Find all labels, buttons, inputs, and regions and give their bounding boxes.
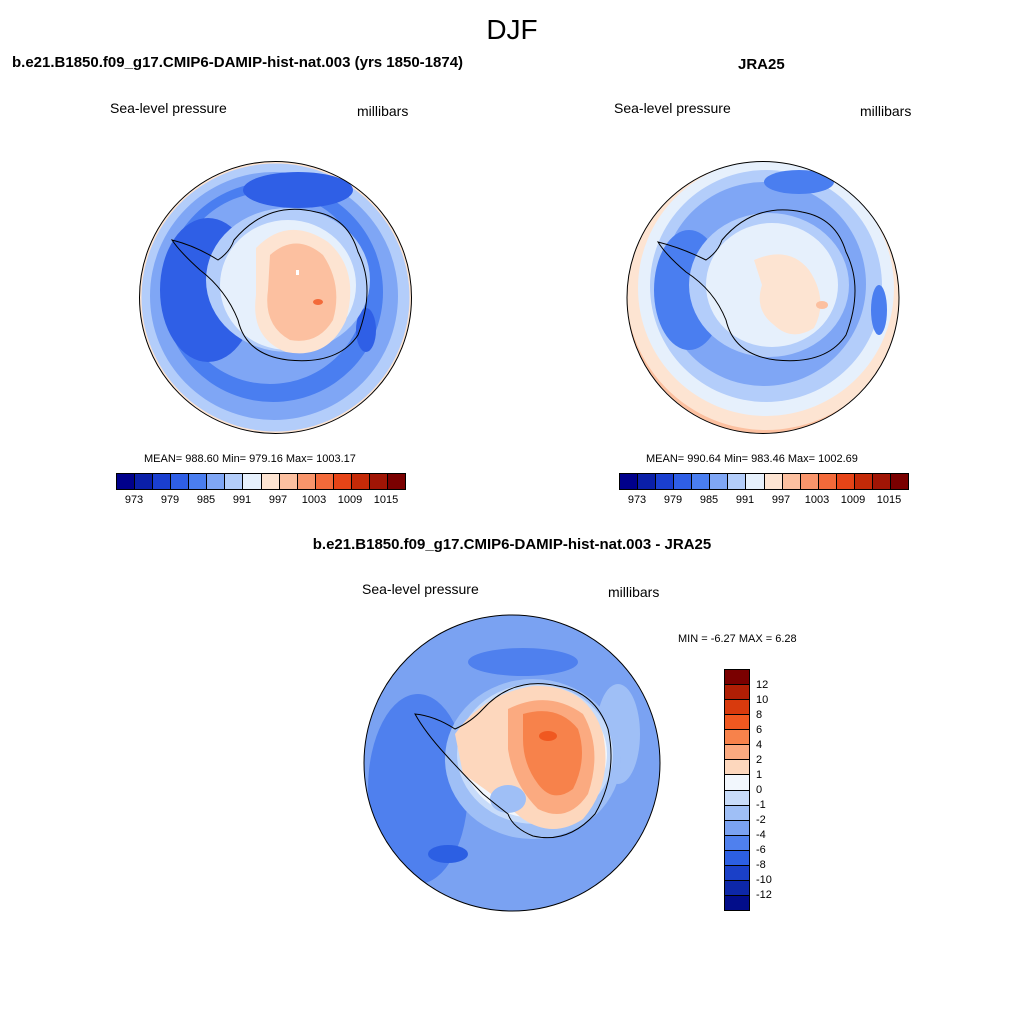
diff-colorbar-swatch: [725, 895, 749, 910]
model-colorbar-swatch: [207, 474, 226, 489]
model-colorbar-swatch: [261, 474, 280, 489]
obs-tick: 985: [699, 494, 719, 506]
diff-colorbar-swatch: [725, 775, 749, 791]
model-colorbar-swatch: [225, 474, 244, 489]
diff-tick: 1: [756, 769, 763, 781]
diff-colorbar-swatch: [725, 670, 749, 686]
diff-tick: -12: [756, 889, 772, 901]
obs-colorbar-swatch: [674, 474, 693, 489]
model-polar-map: [139, 161, 412, 434]
model-tick: 973: [124, 494, 144, 506]
model-colorbar-swatch: [351, 474, 370, 489]
model-colorbar-swatch: [333, 474, 352, 489]
obs-tick: 997: [771, 494, 791, 506]
obs-tick: 1009: [840, 494, 866, 506]
obs-panel-title: JRA25: [738, 56, 785, 73]
obs-colorbar-swatch: [620, 474, 639, 489]
diff-tick: 10: [756, 694, 769, 706]
obs-field-label: Sea-level pressure: [614, 100, 731, 116]
diff-tick: 12: [756, 679, 769, 691]
model-tick: 985: [196, 494, 216, 506]
diff-colorbar-swatch: [725, 700, 749, 716]
diff-tick: 0: [756, 784, 763, 796]
diff-tick: -6: [756, 844, 766, 856]
obs-colorbar-swatch: [782, 474, 801, 489]
model-stats: MEAN= 988.60 Min= 979.16 Max= 1003.17: [144, 453, 356, 465]
model-colorbar-swatch: [243, 474, 262, 489]
diff-colorbar-swatch: [725, 745, 749, 761]
diff-polar-map: [363, 614, 661, 912]
model-tick: 1009: [337, 494, 363, 506]
model-panel-title: b.e21.B1850.f09_g17.CMIP6-DAMIP-hist-nat…: [12, 54, 464, 71]
model-tick: 979: [160, 494, 180, 506]
diff-colorbar-swatch: [725, 880, 749, 896]
obs-colorbar-swatch: [818, 474, 837, 489]
obs-colorbar-swatch: [638, 474, 657, 489]
obs-colorbar-swatch: [836, 474, 855, 489]
model-colorbar-swatch: [153, 474, 172, 489]
diff-colorbar-swatch: [725, 715, 749, 731]
obs-colorbar-swatch: [746, 474, 765, 489]
diff-tick: -10: [756, 874, 772, 886]
obs-tick: 1015: [876, 494, 902, 506]
obs-tick: 973: [627, 494, 647, 506]
diff-tick: -4: [756, 829, 766, 841]
diff-colorbar-swatch: [725, 850, 749, 866]
diff-colorbar-swatch: [725, 805, 749, 821]
model-colorbar-swatch: [297, 474, 316, 489]
diff-stats: MIN = -6.27 MAX = 6.28: [678, 633, 797, 645]
diff-units-label: millibars: [608, 584, 660, 600]
model-colorbar-swatch: [135, 474, 154, 489]
model-colorbar-swatch: [369, 474, 388, 489]
diff-field-label: Sea-level pressure: [362, 581, 479, 597]
diff-colorbar-swatch: [725, 835, 749, 851]
diff-colorbar-swatch: [725, 820, 749, 836]
diff-colorbar-swatch: [725, 760, 749, 776]
model-colorbar: [116, 473, 406, 490]
obs-colorbar-swatch: [656, 474, 675, 489]
obs-polar-map: [626, 161, 900, 434]
obs-units-label: millibars: [860, 103, 912, 119]
obs-tick: 991: [735, 494, 755, 506]
obs-colorbar-swatch: [872, 474, 891, 489]
obs-colorbar-swatch: [800, 474, 819, 489]
model-units-label: millibars: [357, 103, 409, 119]
diff-tick: 6: [756, 724, 763, 736]
diff-colorbar-swatch: [725, 685, 749, 701]
obs-colorbar-swatch: [764, 474, 783, 489]
obs-tick: 979: [663, 494, 683, 506]
diff-panel-title: b.e21.B1850.f09_g17.CMIP6-DAMIP-hist-nat…: [312, 536, 712, 553]
model-colorbar-swatch: [189, 474, 208, 489]
model-tick: 1015: [373, 494, 399, 506]
diff-tick: -2: [756, 814, 766, 826]
model-field-label: Sea-level pressure: [110, 100, 227, 116]
model-tick: 997: [268, 494, 288, 506]
model-tick: 991: [232, 494, 252, 506]
model-colorbar-swatch: [171, 474, 190, 489]
obs-stats: MEAN= 990.64 Min= 983.46 Max= 1002.69: [646, 453, 858, 465]
diff-colorbar: [724, 669, 750, 911]
model-colorbar-swatch: [279, 474, 298, 489]
model-colorbar-swatch: [315, 474, 334, 489]
obs-colorbar-swatch: [890, 474, 908, 489]
diff-tick: -1: [756, 799, 766, 811]
diff-tick: 2: [756, 754, 763, 766]
diff-colorbar-swatch: [725, 790, 749, 806]
obs-colorbar-swatch: [692, 474, 711, 489]
obs-colorbar-swatch: [854, 474, 873, 489]
diff-tick: 4: [756, 739, 763, 751]
diff-colorbar-swatch: [725, 730, 749, 746]
model-colorbar-swatch: [387, 474, 405, 489]
obs-tick: 1003: [804, 494, 830, 506]
obs-colorbar-swatch: [710, 474, 729, 489]
diff-tick: -8: [756, 859, 766, 871]
diff-tick: 8: [756, 709, 763, 721]
main-title: DJF: [486, 14, 538, 45]
model-colorbar-swatch: [117, 474, 136, 489]
obs-colorbar: [619, 473, 909, 490]
model-tick: 1003: [301, 494, 327, 506]
obs-colorbar-swatch: [728, 474, 747, 489]
diff-colorbar-swatch: [725, 865, 749, 881]
